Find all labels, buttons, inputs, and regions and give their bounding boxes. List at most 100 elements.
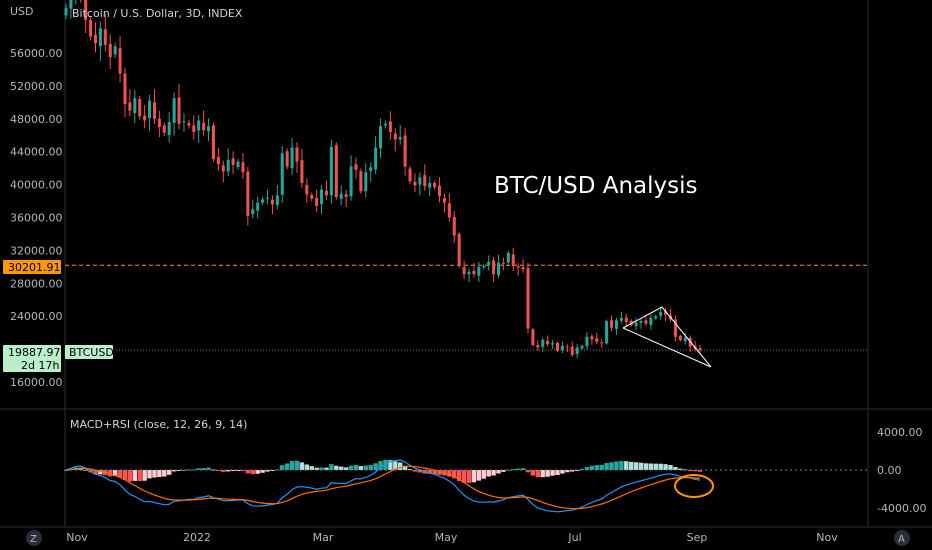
candle[interactable] [148, 94, 152, 131]
candle[interactable] [521, 259, 525, 273]
candle[interactable] [265, 189, 270, 205]
candle[interactable] [231, 151, 235, 174]
candle[interactable] [546, 335, 550, 347]
candle[interactable] [113, 42, 117, 59]
candle[interactable] [216, 147, 220, 172]
candle[interactable] [280, 146, 284, 203]
candle[interactable] [128, 89, 132, 117]
candle[interactable] [496, 254, 501, 279]
candle[interactable] [467, 268, 471, 282]
candle[interactable] [614, 317, 618, 335]
candle[interactable] [369, 162, 373, 182]
symbol-title[interactable]: Bitcoin / U.S. Dollar, 3D, INDEX [72, 7, 243, 20]
candle[interactable] [472, 263, 476, 278]
candle[interactable] [605, 319, 609, 345]
candle[interactable] [492, 256, 496, 282]
candle[interactable] [673, 315, 677, 342]
candle[interactable] [98, 21, 102, 61]
candle[interactable] [428, 176, 432, 197]
candle[interactable] [344, 189, 348, 208]
macd-axis[interactable]: 4000.00 0.00 -4000.00 [65, 426, 926, 515]
candle[interactable] [202, 110, 206, 136]
candle[interactable] [541, 337, 545, 353]
candle[interactable] [585, 332, 589, 350]
candle[interactable] [320, 184, 324, 215]
candle[interactable] [152, 89, 156, 125]
candle[interactable] [600, 338, 604, 348]
candle[interactable] [433, 180, 437, 190]
candle[interactable] [305, 178, 309, 203]
candle[interactable] [324, 180, 329, 200]
candle[interactable] [501, 257, 505, 271]
candle[interactable] [408, 165, 412, 184]
candle[interactable] [93, 22, 98, 53]
candle[interactable] [383, 120, 387, 129]
candle[interactable] [275, 185, 279, 210]
candle[interactable] [310, 192, 314, 202]
indicator-title[interactable]: MACD+RSI (close, 12, 26, 9, 14) [70, 418, 247, 431]
candle[interactable] [236, 158, 240, 170]
candle[interactable] [207, 118, 211, 142]
auto-scale-badge[interactable] [894, 530, 910, 546]
candle[interactable] [334, 142, 338, 200]
candle[interactable] [133, 89, 137, 124]
candle[interactable] [575, 344, 579, 359]
candle[interactable] [624, 313, 628, 327]
candle[interactable] [241, 153, 245, 180]
candle[interactable] [315, 189, 319, 213]
candle[interactable] [167, 111, 171, 143]
candle[interactable] [551, 339, 555, 349]
candle[interactable] [123, 67, 127, 118]
candle[interactable] [565, 344, 569, 352]
candle[interactable] [374, 135, 378, 175]
candle[interactable] [226, 148, 230, 177]
candle[interactable] [64, 3, 68, 20]
candle[interactable] [403, 127, 407, 176]
macd-line[interactable] [65, 459, 701, 513]
signal-line[interactable] [65, 465, 701, 510]
candle[interactable] [261, 196, 265, 206]
candle[interactable] [457, 231, 461, 269]
falling-wedge-drawing[interactable] [622, 306, 712, 368]
candle[interactable] [619, 311, 623, 324]
candle[interactable] [536, 340, 540, 351]
candle[interactable] [511, 247, 515, 271]
candle[interactable] [329, 139, 333, 204]
candle[interactable] [516, 263, 520, 276]
candle[interactable] [251, 199, 255, 219]
candle[interactable] [143, 105, 147, 129]
macd-lines[interactable] [65, 459, 701, 513]
candle[interactable] [388, 111, 392, 140]
candle[interactable] [290, 138, 294, 175]
candle[interactable] [506, 250, 510, 265]
candle[interactable] [270, 195, 274, 215]
candle[interactable] [452, 210, 456, 243]
time-axis[interactable]: Nov 2022 Mar May Jul Sep Nov [66, 531, 838, 544]
candle[interactable] [300, 148, 304, 188]
candle[interactable] [595, 332, 599, 345]
candle[interactable] [634, 317, 638, 330]
candle[interactable] [354, 157, 358, 179]
candle[interactable] [157, 110, 161, 138]
candle[interactable] [654, 314, 658, 320]
candle[interactable] [349, 155, 353, 201]
candle[interactable] [590, 333, 594, 345]
timezone-badge[interactable] [26, 530, 42, 546]
highlight-ellipse-drawing[interactable] [674, 474, 714, 498]
analysis-annotation[interactable]: BTC/USD Analysis [494, 173, 698, 199]
candle[interactable] [649, 313, 653, 330]
candle[interactable] [221, 160, 225, 183]
candle[interactable] [364, 163, 368, 198]
candle[interactable] [462, 260, 466, 280]
candle[interactable] [162, 122, 166, 136]
candle[interactable] [442, 193, 446, 213]
candle[interactable] [187, 119, 191, 129]
candle[interactable] [172, 92, 176, 136]
candle[interactable] [418, 172, 422, 196]
candle[interactable] [359, 168, 363, 194]
candle[interactable] [192, 115, 196, 140]
candle[interactable] [393, 128, 397, 152]
candle[interactable] [285, 148, 289, 170]
